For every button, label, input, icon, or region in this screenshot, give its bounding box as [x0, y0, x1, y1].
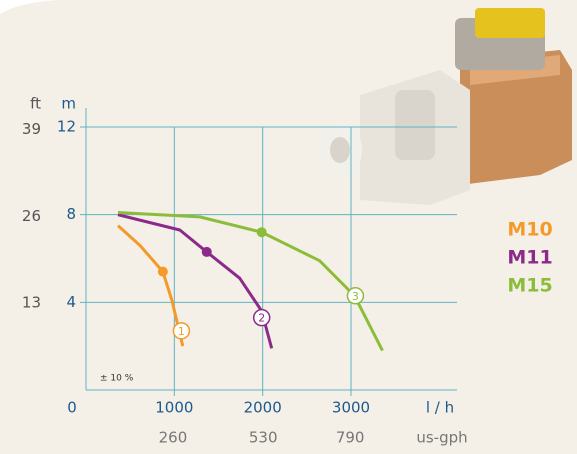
y-axis-label: m: [61, 95, 76, 113]
x2-tick-label: 260: [159, 429, 188, 447]
y-tick-label: 12: [57, 118, 76, 136]
y2-tick-label: 26: [22, 207, 41, 225]
y-tick-label: 4: [66, 293, 76, 311]
x-axis-label: l / h: [426, 399, 454, 417]
chart: 48121326390100020003000260530790mftl / h…: [0, 0, 577, 454]
curve-marker: [158, 267, 168, 277]
y2-tick-label: 13: [22, 294, 41, 312]
x-tick-label: 2000: [244, 399, 282, 417]
note: ± 10 %: [100, 374, 134, 384]
y2-axis-label: ft: [30, 95, 41, 113]
curve-label: 1: [178, 325, 185, 338]
legend-entry: M11: [507, 247, 552, 269]
curve-label: 3: [352, 290, 359, 303]
x-tick-label: 0: [67, 399, 77, 417]
x-tick-label: 3000: [332, 399, 370, 417]
y-tick-label: 8: [66, 205, 76, 223]
legend-entry: M15: [507, 275, 552, 297]
curve-marker: [202, 247, 212, 257]
y2-tick-label: 39: [22, 120, 41, 138]
legend-entry: M10: [507, 219, 552, 241]
x2-axis-label: us-gph: [416, 429, 467, 447]
curve-marker: [257, 227, 267, 237]
curve-label: 2: [258, 312, 265, 325]
x-tick-label: 1000: [155, 399, 193, 417]
x2-tick-label: 530: [249, 429, 278, 447]
x2-tick-label: 790: [336, 429, 365, 447]
